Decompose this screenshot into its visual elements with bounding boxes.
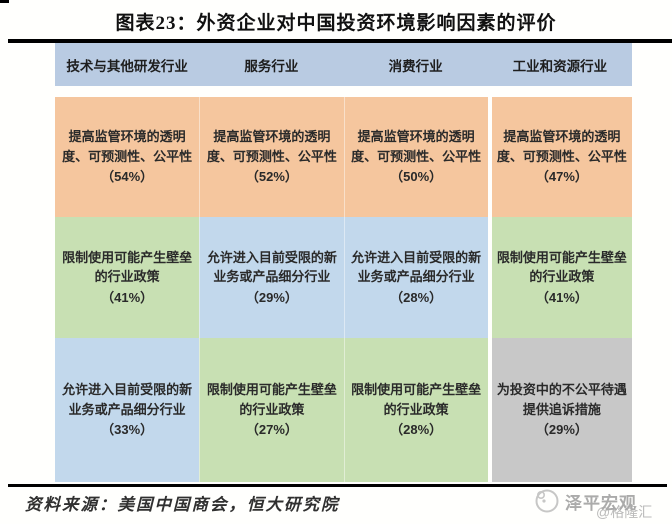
footer-divider-rule [8, 484, 667, 487]
factor-value: （50%） [390, 169, 443, 185]
table-cell: 允许进入目前受限的新业务或产品细分行业 （28%） [343, 217, 488, 338]
table-cell: 提高监管环境的透明度、可预测性、公平性 （54%） [55, 97, 200, 217]
factor-value: （54%） [101, 169, 154, 185]
factor-label: 提高监管环境的透明度、可预测性、公平性 [206, 129, 337, 164]
title-divider-rule [8, 39, 672, 43]
table-cell: 提高监管环境的透明度、可预测性、公平性 （52%） [199, 97, 344, 217]
table-cell: 限制使用可能产生壁垒的行业政策 （27%） [199, 338, 344, 482]
factor-label: 限制使用可能产生壁垒的行业政策 [351, 382, 482, 417]
factor-value: （52%） [245, 169, 298, 185]
factor-label: 限制使用可能产生壁垒的行业政策 [62, 249, 193, 285]
factor-value: （29%） [245, 289, 298, 305]
table-row: 限制使用可能产生壁垒的行业政策 （41%） 允许进入目前受限的新业务或产品细分行… [55, 217, 632, 338]
factor-value: （47%） [535, 169, 588, 185]
top-left-rule-fragment [0, 0, 9, 3]
zeping-logo-icon [535, 489, 559, 513]
brand-watermark: 泽平宏观 @格隆汇 [534, 485, 672, 523]
factor-label: 提高监管环境的透明度、可预测性、公平性 [351, 129, 482, 164]
table-cell: 限制使用可能产生壁垒的行业政策 （41%） [487, 217, 632, 338]
factor-value: （27%） [245, 422, 298, 438]
factor-label: 限制使用可能产生壁垒的行业政策 [496, 249, 627, 285]
table-cell: 提高监管环境的透明度、可预测性、公平性 （47%） [487, 97, 632, 217]
table-cell: 限制使用可能产生壁垒的行业政策 （28%） [343, 338, 488, 482]
factor-value: （29%） [535, 422, 588, 438]
column-header-consumer: 消费行业 [388, 58, 443, 74]
table-header-row: 技术与其他研发行业 服务行业 消费行业 工业和资源行业 [55, 43, 632, 86]
factor-value: （28%） [390, 289, 443, 305]
column-header-tech: 技术与其他研发行业 [66, 58, 188, 74]
table-row: 允许进入目前受限的新业务或产品细分行业 （33%） 限制使用可能产生壁垒的行业政… [55, 338, 632, 482]
factor-value: （41%） [535, 289, 588, 305]
header-gap [55, 86, 632, 97]
table-row: 提高监管环境的透明度、可预测性、公平性 （54%） 提高监管环境的透明度、可预测… [55, 97, 632, 217]
table-cell: 提高监管环境的透明度、可预测性、公平性 （50%） [343, 97, 488, 217]
factor-label: 提高监管环境的透明度、可预测性、公平性 [62, 129, 193, 164]
factor-label: 允许进入目前受限的新业务或产品细分行业 [351, 249, 482, 285]
factor-matrix-table: 技术与其他研发行业 服务行业 消费行业 工业和资源行业 提高监管环境的透明度、可… [55, 43, 632, 482]
factor-value: （33%） [101, 422, 154, 438]
factor-label: 为投资中的不公平待遇提供追诉措施 [496, 382, 627, 417]
factor-label: 允许进入目前受限的新业务或产品细分行业 [62, 382, 193, 417]
table-cell: 为投资中的不公平待遇提供追诉措施 （29%） [487, 338, 632, 482]
factor-label: 限制使用可能产生壁垒的行业政策 [206, 382, 337, 417]
factor-label: 允许进入目前受限的新业务或产品细分行业 [206, 249, 337, 285]
table-cell: 允许进入目前受限的新业务或产品细分行业 （33%） [55, 338, 200, 482]
source-note: 资料来源：美国中国商会，恒大研究院 [25, 495, 340, 514]
table-cell: 限制使用可能产生壁垒的行业政策 （41%） [55, 217, 200, 338]
factor-value: （41%） [101, 289, 154, 305]
watermark-handle-text: @格隆汇 [596, 504, 653, 520]
column-header-industry: 工业和资源行业 [512, 58, 608, 74]
watermark-brand-text: 泽平宏观 [565, 494, 637, 513]
factor-value: （28%） [390, 422, 443, 438]
factor-label: 提高监管环境的透明度、可预测性、公平性 [496, 129, 627, 164]
table-cell: 允许进入目前受限的新业务或产品细分行业 （29%） [199, 217, 344, 338]
figure-title: 图表23：外资企业对中国投资环境影响因素的评价 [115, 13, 557, 34]
column-header-services: 服务行业 [244, 58, 299, 74]
